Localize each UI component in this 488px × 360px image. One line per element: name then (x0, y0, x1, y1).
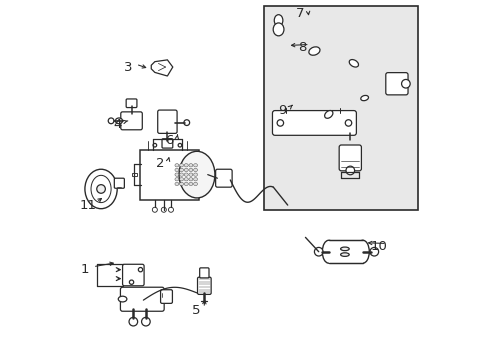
Ellipse shape (324, 111, 332, 118)
FancyBboxPatch shape (199, 268, 208, 278)
Ellipse shape (274, 15, 282, 26)
Circle shape (178, 143, 182, 147)
Ellipse shape (188, 164, 192, 167)
Text: 4: 4 (113, 118, 121, 131)
Ellipse shape (308, 47, 319, 55)
Text: 10: 10 (370, 240, 386, 253)
Ellipse shape (91, 175, 111, 203)
Ellipse shape (273, 23, 284, 36)
Circle shape (345, 120, 351, 126)
Ellipse shape (179, 177, 183, 181)
Ellipse shape (179, 151, 214, 198)
Circle shape (369, 247, 378, 256)
Ellipse shape (193, 164, 197, 167)
Ellipse shape (193, 182, 197, 186)
Circle shape (142, 318, 150, 326)
FancyBboxPatch shape (162, 139, 172, 148)
Ellipse shape (184, 182, 188, 186)
Bar (139, 149, 198, 200)
Circle shape (129, 318, 137, 326)
Polygon shape (151, 60, 172, 76)
Ellipse shape (85, 169, 117, 209)
Text: 9: 9 (277, 104, 286, 117)
Ellipse shape (184, 173, 188, 176)
Ellipse shape (188, 168, 192, 172)
Ellipse shape (193, 168, 197, 172)
Ellipse shape (188, 173, 192, 176)
FancyBboxPatch shape (122, 264, 144, 286)
Ellipse shape (184, 168, 188, 172)
Text: 3: 3 (123, 60, 132, 73)
Ellipse shape (179, 182, 183, 186)
FancyBboxPatch shape (160, 290, 172, 303)
Circle shape (108, 118, 114, 124)
Ellipse shape (179, 173, 183, 176)
Circle shape (277, 120, 283, 126)
Circle shape (183, 120, 189, 126)
Ellipse shape (348, 59, 358, 67)
Text: 8: 8 (297, 41, 305, 54)
Circle shape (152, 207, 157, 212)
Circle shape (401, 80, 409, 88)
Ellipse shape (175, 164, 179, 167)
Text: 7: 7 (295, 7, 304, 20)
Ellipse shape (193, 177, 197, 181)
FancyBboxPatch shape (114, 178, 124, 188)
Text: 5: 5 (191, 305, 200, 318)
Circle shape (153, 143, 156, 147)
Ellipse shape (175, 168, 179, 172)
Ellipse shape (118, 296, 126, 302)
Circle shape (346, 166, 354, 175)
Ellipse shape (193, 173, 197, 176)
Ellipse shape (179, 164, 183, 167)
FancyBboxPatch shape (121, 112, 142, 130)
Circle shape (314, 247, 323, 256)
Ellipse shape (175, 177, 179, 181)
FancyBboxPatch shape (272, 111, 356, 135)
Ellipse shape (188, 177, 192, 181)
Circle shape (97, 185, 105, 193)
Ellipse shape (356, 240, 368, 263)
FancyBboxPatch shape (339, 145, 361, 171)
Ellipse shape (188, 182, 192, 186)
Ellipse shape (175, 173, 179, 176)
Circle shape (161, 207, 166, 212)
Ellipse shape (184, 164, 188, 167)
Ellipse shape (184, 177, 188, 181)
Circle shape (129, 280, 133, 284)
Circle shape (168, 207, 173, 212)
FancyBboxPatch shape (120, 287, 164, 311)
Circle shape (138, 267, 142, 272)
Ellipse shape (175, 182, 179, 186)
FancyBboxPatch shape (197, 277, 211, 294)
Ellipse shape (340, 253, 348, 256)
FancyBboxPatch shape (385, 73, 407, 95)
Ellipse shape (322, 240, 335, 263)
Text: 11: 11 (80, 199, 97, 212)
Ellipse shape (340, 247, 348, 251)
Text: 2: 2 (156, 157, 164, 170)
Bar (264, 6, 418, 211)
FancyBboxPatch shape (158, 110, 177, 134)
Text: 6: 6 (164, 134, 173, 147)
FancyBboxPatch shape (215, 169, 232, 187)
Ellipse shape (179, 168, 183, 172)
Ellipse shape (360, 95, 368, 101)
Text: 1: 1 (81, 263, 89, 276)
FancyBboxPatch shape (126, 99, 137, 108)
Bar (328, 240, 362, 263)
Bar (132, 173, 137, 176)
Ellipse shape (115, 118, 122, 124)
